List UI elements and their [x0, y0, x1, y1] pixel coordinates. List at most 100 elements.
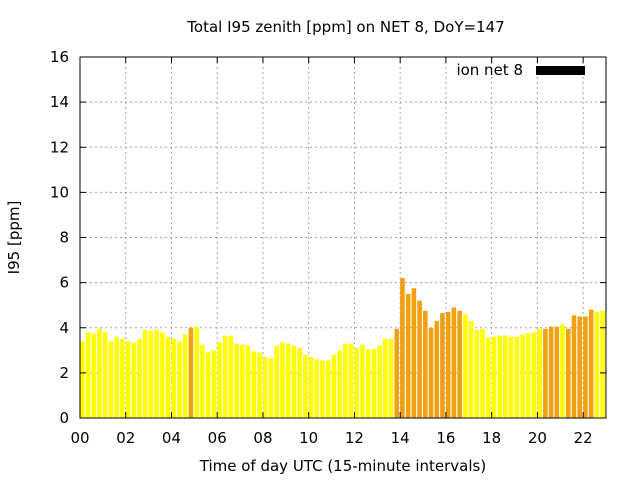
- bar: [148, 331, 154, 418]
- y-tick-label: 4: [59, 319, 69, 337]
- bar: [268, 358, 274, 418]
- bar: [325, 360, 331, 418]
- bar: [188, 327, 194, 418]
- legend: ion net 8: [456, 61, 585, 79]
- bar: [114, 336, 119, 418]
- bar: [137, 339, 142, 418]
- bar: [508, 336, 514, 418]
- bar: [417, 300, 422, 418]
- bar: [371, 349, 377, 418]
- bar: [91, 333, 97, 418]
- bar: [308, 357, 314, 418]
- bar: [383, 339, 388, 418]
- bar: [108, 341, 114, 418]
- bar: [394, 328, 400, 418]
- bar: [274, 345, 279, 418]
- bar: [222, 335, 228, 418]
- x-tick-label: 04: [162, 429, 181, 447]
- bar: [194, 326, 199, 418]
- bar: [120, 339, 125, 418]
- y-tick-label: 0: [59, 409, 69, 427]
- bar: [588, 309, 594, 418]
- bar: [302, 354, 308, 418]
- y-tick-label: 14: [50, 93, 69, 111]
- bar: [377, 345, 382, 418]
- bar: [234, 343, 239, 418]
- x-tick-label: 16: [436, 429, 455, 447]
- bar: [354, 348, 360, 418]
- legend-swatch: [536, 66, 585, 75]
- x-tick-label: 02: [116, 429, 135, 447]
- bar: [457, 310, 462, 418]
- bar: [554, 326, 560, 418]
- bar: [451, 307, 457, 418]
- bar: [177, 341, 182, 418]
- bar: [337, 350, 342, 418]
- bar: [445, 311, 451, 418]
- x-tick-label: 10: [299, 429, 318, 447]
- bar: [217, 342, 222, 418]
- bar: [531, 332, 537, 418]
- bar: [594, 311, 600, 418]
- bar: [205, 352, 211, 418]
- bar: [503, 335, 508, 418]
- bar: [165, 336, 171, 418]
- bar: [428, 327, 434, 418]
- bar: [548, 326, 554, 418]
- bar: [405, 293, 411, 418]
- x-tick-label: 14: [391, 429, 410, 447]
- bar: [480, 328, 485, 418]
- bar: [245, 345, 251, 418]
- bar: [257, 352, 262, 418]
- chart-title: Total I95 zenith [ppm] on NET 8, DoY=147: [186, 18, 504, 36]
- bar: [142, 330, 148, 418]
- bar: [565, 328, 571, 418]
- bar: [320, 360, 325, 418]
- bar: [131, 342, 137, 418]
- bar: [80, 341, 85, 418]
- bar: [365, 349, 371, 418]
- y-tick-label: 10: [50, 183, 69, 201]
- x-tick-label: 18: [482, 429, 501, 447]
- y-tick-label: 6: [59, 274, 69, 292]
- bar: [211, 350, 217, 418]
- x-tick-label: 08: [253, 429, 272, 447]
- y-tick-label: 16: [50, 48, 69, 66]
- x-tick-label: 20: [528, 429, 547, 447]
- bar: [525, 333, 531, 418]
- bar: [463, 314, 468, 418]
- bar: [360, 344, 365, 418]
- bar: [297, 348, 302, 418]
- bar: [497, 335, 502, 418]
- bar: [537, 328, 542, 418]
- bar: [485, 337, 491, 418]
- bar: [411, 288, 417, 418]
- bar: [85, 332, 91, 418]
- bar: [560, 324, 565, 418]
- legend-label: ion net 8: [456, 61, 523, 79]
- bar: [491, 336, 497, 418]
- bar: [240, 344, 245, 418]
- bars: [80, 278, 605, 418]
- bar: [102, 332, 108, 418]
- bar: [514, 336, 520, 418]
- bar: [600, 310, 605, 418]
- bar: [440, 313, 445, 418]
- y-tick-label: 12: [50, 138, 69, 156]
- bar: [331, 354, 337, 418]
- bar: [400, 278, 405, 418]
- bar: [125, 341, 131, 418]
- bar: [468, 320, 474, 418]
- bar: [171, 339, 177, 418]
- y-tick-label: 8: [59, 229, 69, 247]
- bar: [348, 343, 354, 418]
- bar: [285, 343, 291, 418]
- bar: [228, 335, 234, 418]
- bar: [182, 334, 188, 418]
- bar: [571, 315, 577, 418]
- x-axis-label: Time of day UTC (15-minute intervals): [199, 457, 486, 475]
- x-tick-label: 12: [345, 429, 364, 447]
- bar: [280, 342, 285, 418]
